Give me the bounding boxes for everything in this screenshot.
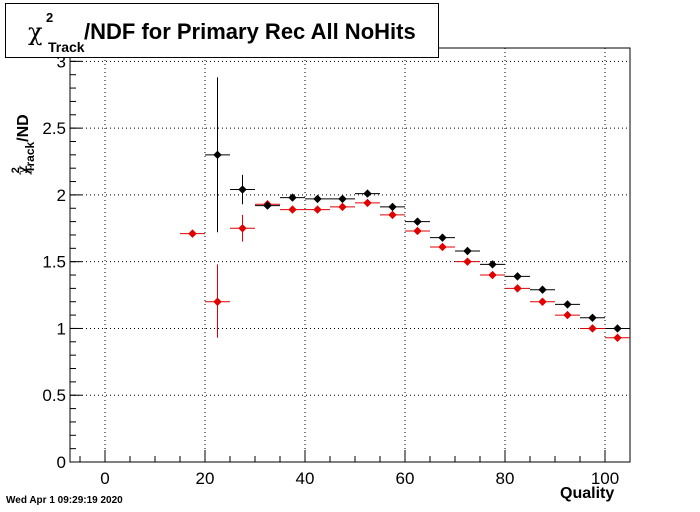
data-point: [513, 284, 522, 293]
y-tick-label: 2: [57, 186, 66, 205]
data-point: [238, 185, 247, 194]
data-point: [613, 324, 622, 333]
data-point: [613, 333, 622, 342]
data-point: [313, 194, 322, 204]
data-point: [588, 324, 597, 333]
x-tick-label: 80: [496, 469, 515, 488]
y-tick-label: 3: [57, 52, 66, 71]
x-tick-label: 20: [196, 469, 215, 488]
title-text: /NDF for Primary Rec All NoHits: [84, 19, 416, 44]
data-point: [363, 198, 372, 208]
data-point: [463, 246, 472, 256]
data-point: [238, 224, 247, 233]
x-tick-label: 60: [396, 469, 415, 488]
data-point: [388, 210, 397, 220]
data-point: [588, 313, 597, 322]
ylabel-subscript: Track: [23, 141, 37, 174]
data-point: [463, 257, 472, 266]
ylabel-superscript: 2: [10, 167, 22, 174]
title-subscript: Track: [48, 39, 85, 55]
y-tick-label: 1: [57, 319, 66, 338]
data-point: [538, 285, 547, 294]
title-superscript: 2: [46, 10, 54, 25]
data-point: [413, 226, 422, 236]
data-point: [188, 229, 197, 238]
data-point: [538, 297, 547, 306]
data-point: [488, 260, 497, 269]
data-point: [213, 297, 222, 306]
y-axis-label: χ2Track/ND: [3, 60, 43, 180]
data-point: [563, 310, 572, 320]
timestamp: Wed Apr 1 09:29:19 2020: [6, 495, 123, 506]
data-point: [338, 194, 347, 204]
data-point: [338, 202, 347, 212]
data-point: [438, 233, 447, 242]
data-point: [488, 270, 497, 280]
plot-frame: [69, 47, 631, 463]
data-point: [563, 300, 572, 309]
x-tick-label: 100: [591, 469, 619, 488]
data-point: [213, 150, 222, 160]
x-axis-label: Quality: [560, 485, 615, 502]
data-point: [513, 272, 522, 281]
x-tick-label: 40: [296, 469, 315, 488]
y-tick-label: 2.5: [42, 119, 66, 138]
data-point: [263, 201, 272, 210]
ylabel-text: /ND: [15, 114, 32, 142]
data-point: [288, 193, 297, 202]
data-point: [438, 242, 447, 252]
chart-title: χ 2 Track /NDF for Primary Rec All NoHit…: [5, 3, 439, 58]
data-point: [388, 202, 397, 212]
y-tick-label: 0: [57, 453, 66, 472]
y-tick-label: 1.5: [42, 253, 66, 272]
title-chi: χ: [28, 18, 43, 46]
data-point: [363, 189, 372, 198]
data-point: [313, 205, 322, 214]
data-point: [288, 205, 297, 214]
y-tick-label: 0.5: [42, 386, 66, 405]
data-point: [413, 217, 422, 226]
x-tick-label: 0: [100, 469, 109, 488]
